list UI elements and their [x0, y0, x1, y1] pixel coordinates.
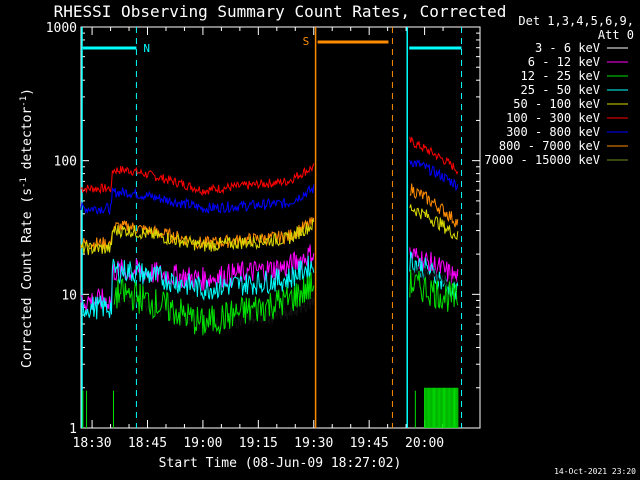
series-line-2-b: [409, 269, 459, 312]
x-tick-label: 20:00: [405, 436, 444, 451]
x-tick-label: 18:30: [73, 436, 112, 451]
x-tick-label: 19:00: [183, 436, 222, 451]
y-axis-label: Corrected Count Rate (s-1 detector-1): [19, 88, 35, 368]
legend-label: 800 - 7000 keV: [499, 139, 600, 153]
plot-area: 1 10 100 1000 18:30 18:45 19:00 19:15 19:30 19:45…: [46, 21, 481, 451]
y-axis-label-sup1: -1: [19, 177, 29, 188]
legend-label: 12 - 25 keV: [521, 69, 600, 83]
legend-label: 7000 - 15000 keV: [484, 153, 600, 167]
y-axis-label-sup2: -1: [19, 96, 29, 107]
y-tick-label: 100: [54, 155, 77, 170]
legend-header-2: Att 0: [598, 28, 634, 42]
legend-label: 3 - 6 keV: [535, 41, 600, 55]
y-axis-label-end: ): [20, 88, 35, 96]
series-line-0: [113, 291, 315, 332]
legend-header-1: Det 1,3,4,5,6,9,: [518, 14, 634, 28]
y-tick-label: 10: [61, 288, 77, 303]
series-line-6: [80, 184, 315, 216]
series-line-1-b: [409, 247, 459, 287]
x-tick-label: 19:45: [350, 436, 389, 451]
chart-title: RHESSI Observing Summary Count Rates, Co…: [54, 2, 507, 21]
series-line-3: [80, 255, 315, 320]
y-tick-label: 1: [69, 422, 77, 437]
x-tick-label: 19:15: [239, 436, 278, 451]
flag-label-s: S: [303, 35, 310, 48]
legend-label: 50 - 100 keV: [513, 97, 600, 111]
flag-label-n: N: [143, 42, 150, 55]
legend-label: 300 - 800 keV: [506, 125, 600, 139]
series-line-5: [80, 163, 315, 197]
series-line-1: [80, 244, 315, 312]
series-line-4-b: [409, 204, 459, 241]
series-line-2: [113, 272, 315, 336]
legend-label: 25 - 50 keV: [521, 83, 600, 97]
plot-frame: [80, 26, 481, 429]
x-tick-label: 19:30: [294, 436, 333, 451]
series-line-7-b: [409, 183, 459, 228]
footer-date: 14-Oct-2021 23:20: [554, 467, 636, 476]
x-axis-label: Start Time (08-Jun-09 18:27:02): [159, 456, 402, 471]
series-line-5-b: [409, 136, 459, 175]
y-axis-label-main: Corrected Count Rate (s: [20, 188, 35, 368]
y-tick-label: 1000: [46, 21, 77, 36]
x-tick-label: 18:45: [128, 436, 167, 451]
legend-label: 6 - 12 keV: [528, 55, 600, 69]
y-axis-label-mid: detector: [20, 107, 35, 178]
series-line-4: [80, 219, 315, 256]
legend-label: 100 - 300 keV: [506, 111, 600, 125]
series-line-6-b: [409, 159, 459, 192]
